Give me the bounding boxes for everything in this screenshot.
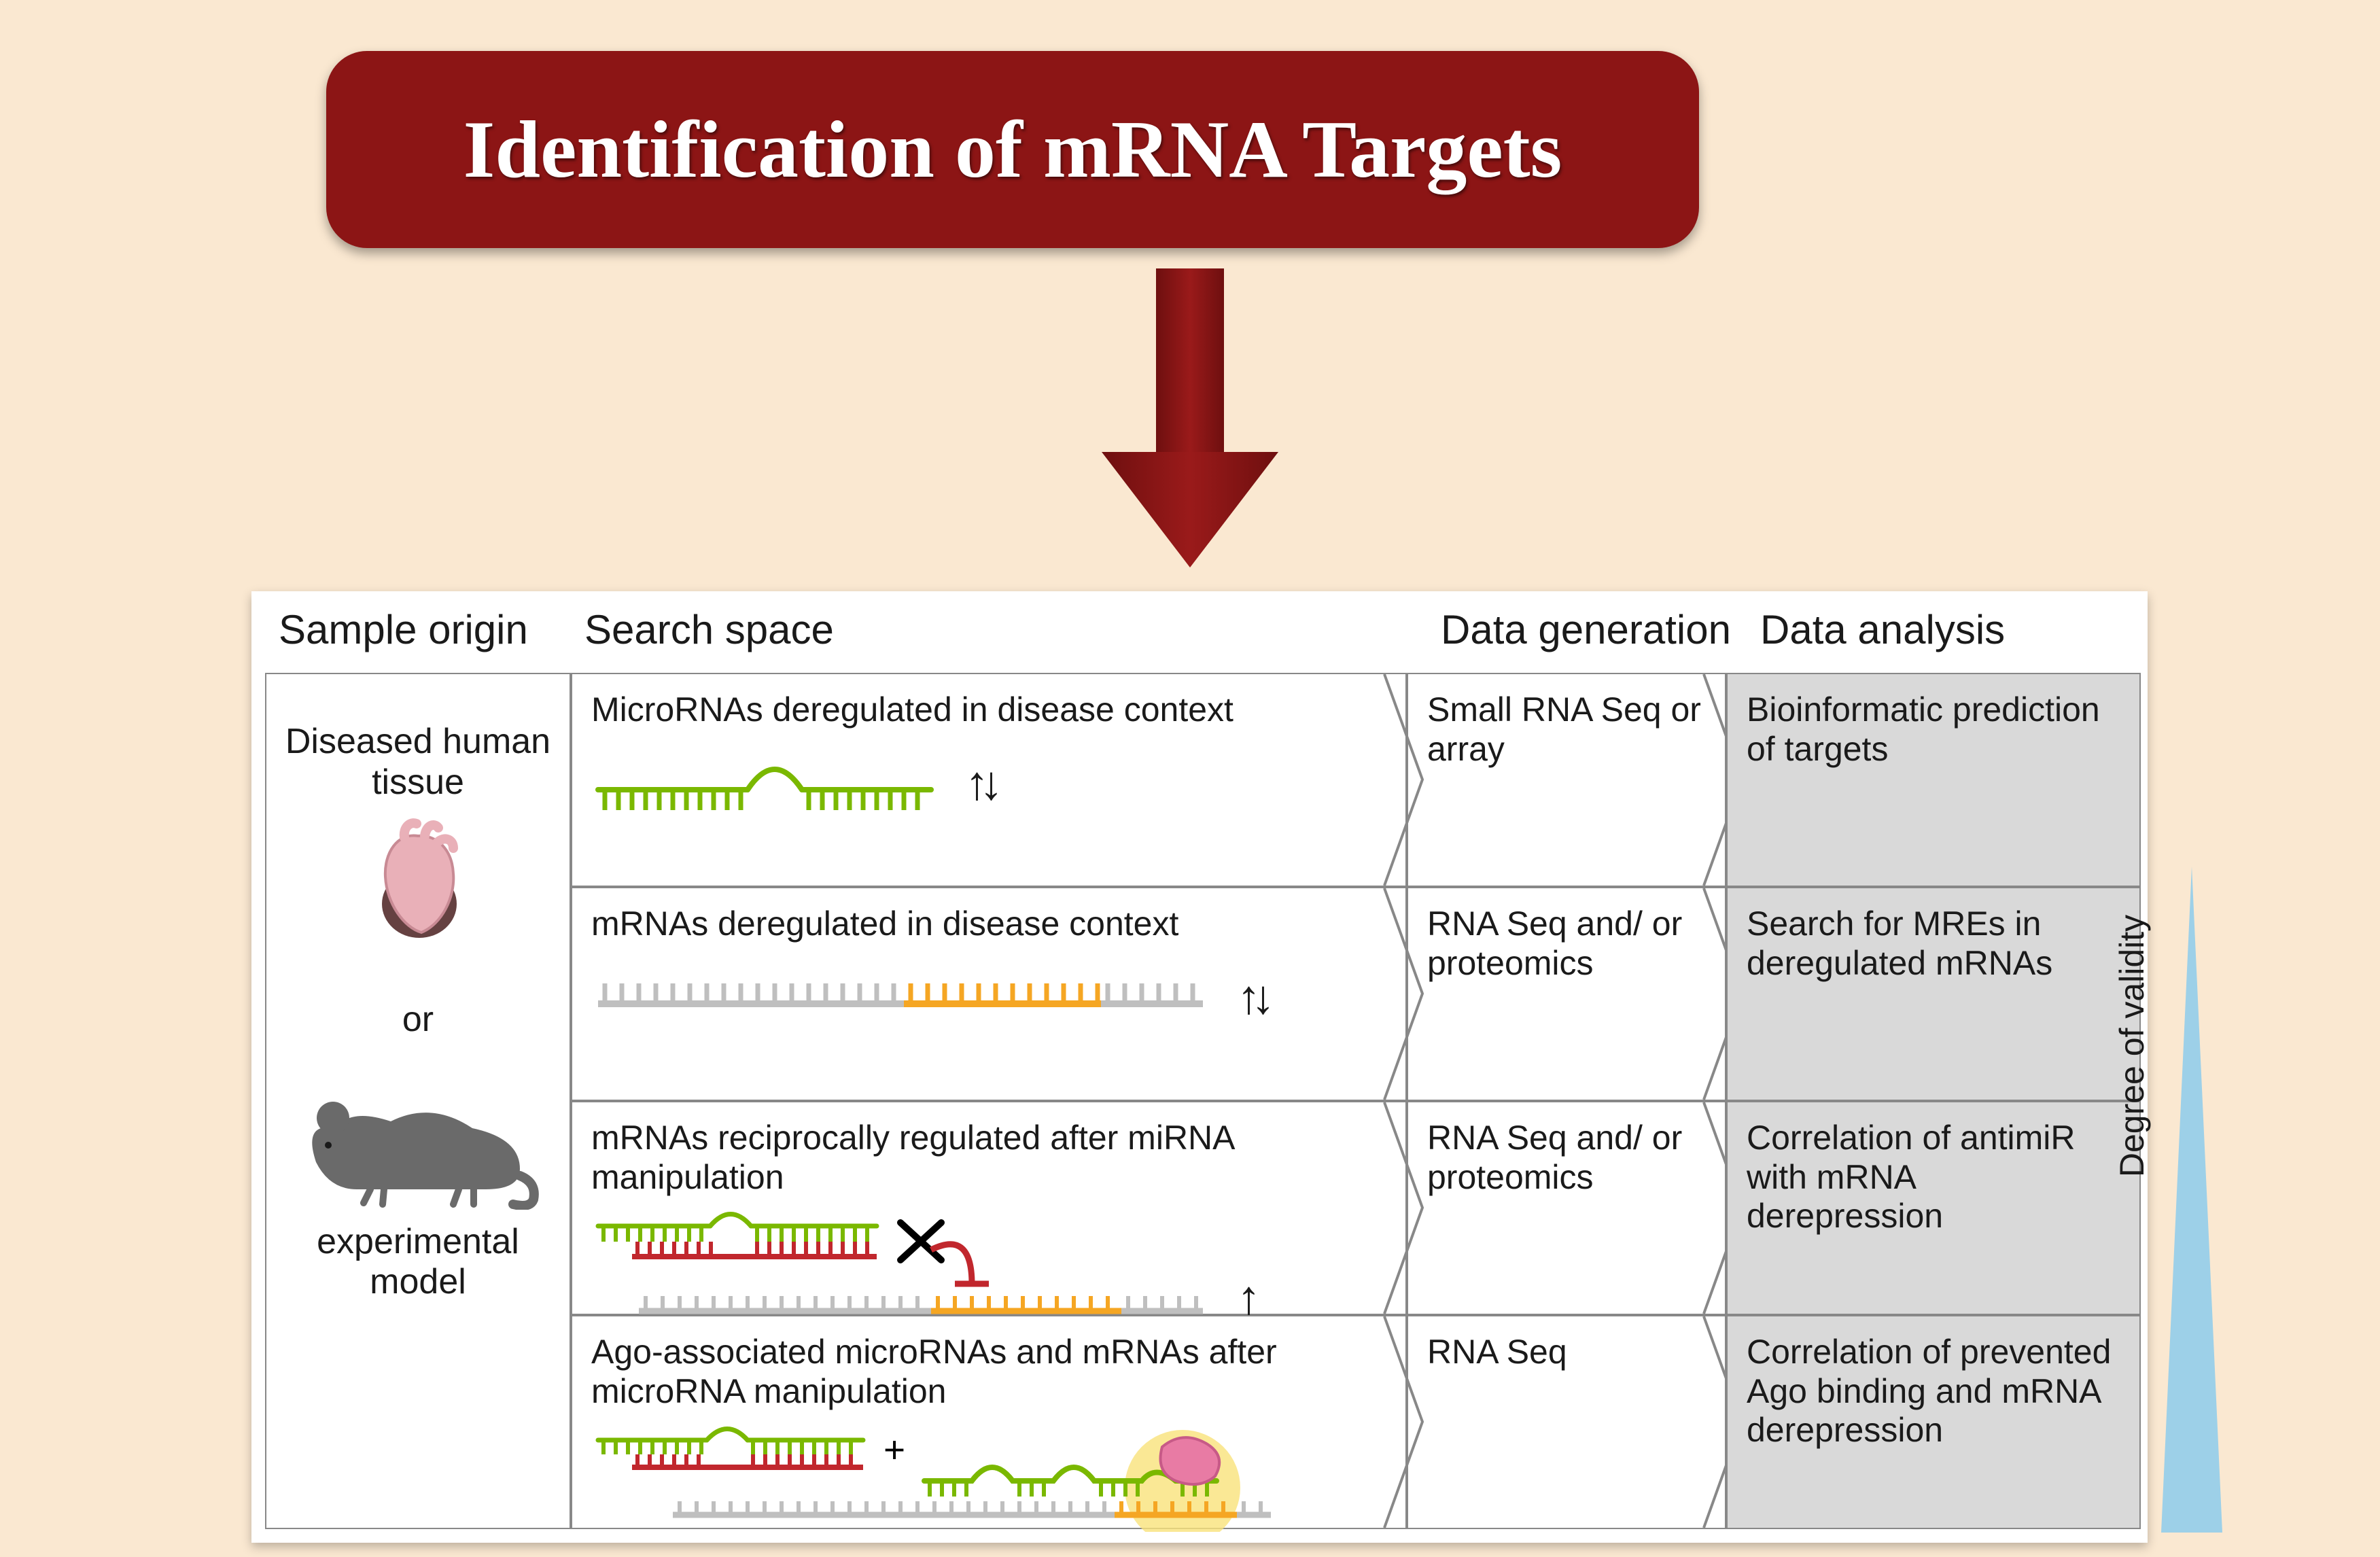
or-label: or	[266, 999, 570, 1040]
model-label: experimental model	[266, 1222, 570, 1304]
validity-label: Degree of validity	[2112, 915, 2152, 1177]
antimir-block-icon: ↑	[591, 1209, 1386, 1325]
search-space-cell: mRNAs deregulated in disease context ↑↓	[571, 887, 1407, 1101]
table-row: mRNAs deregulated in disease context ↑↓	[571, 887, 2141, 1101]
flow-arrow-down	[1088, 268, 1292, 567]
data-generation-text: RNA Seq and/ or proteomics	[1427, 1119, 1706, 1197]
sample-origin-cell: Diseased human tissue or experimental mo…	[265, 673, 571, 1529]
mouse-model-icon	[296, 1081, 540, 1210]
mrna-strand-icon: ↑↓	[591, 956, 1386, 1031]
col-header-data-generation: Data generation	[1441, 606, 1731, 653]
data-generation-cell: RNA Seq and/ or proteomics	[1407, 1101, 1726, 1315]
table-row: mRNAs reciprocally regulated after miRNA…	[571, 1101, 2141, 1315]
ago-complex-icon: +	[591, 1423, 1386, 1532]
data-generation-text: RNA Seq and/ or proteomics	[1427, 905, 1706, 983]
col-header-search-space: Search space	[584, 606, 834, 653]
data-generation-cell: Small RNA Seq or array	[1407, 673, 1726, 887]
mirna-strand-icon: ↑↓	[591, 742, 1386, 817]
validity-triangle-icon	[2161, 867, 2222, 1533]
heart-tissue-icon	[357, 816, 479, 945]
data-analysis-cell: Correlation of prevented Ago binding and…	[1726, 1315, 2141, 1529]
title-text: Identification of mRNA Targets	[463, 103, 1562, 196]
data-analysis-cell: Correlation of antimiR with mRNA derepre…	[1726, 1101, 2141, 1315]
updown-arrows-icon: ↑↓	[965, 756, 994, 811]
data-analysis-text: Search for MREs in deregulated mRNAs	[1747, 905, 2120, 983]
col-header-data-analysis: Data analysis	[1760, 606, 2005, 653]
data-analysis-cell: Bioinformatic prediction of targets	[1726, 673, 2141, 887]
svg-text:+: +	[883, 1429, 905, 1471]
table-row: MicroRNAs deregulated in disease context…	[571, 673, 2141, 887]
search-space-text: mRNAs reciprocally regulated after miRNA…	[591, 1119, 1386, 1197]
methods-table: Sample origin Search space Data generati…	[251, 591, 2148, 1543]
data-analysis-cell: Search for MREs in deregulated mRNAs	[1726, 887, 2141, 1101]
data-generation-text: Small RNA Seq or array	[1427, 690, 1706, 769]
data-analysis-text: Correlation of antimiR with mRNA derepre…	[1747, 1119, 2120, 1236]
search-space-cell: MicroRNAs deregulated in disease context…	[571, 673, 1407, 887]
col-header-sample-origin: Sample origin	[279, 606, 528, 653]
search-space-cell: mRNAs reciprocally regulated after miRNA…	[571, 1101, 1407, 1315]
data-generation-cell: RNA Seq	[1407, 1315, 1726, 1529]
title-banner: Identification of mRNA Targets	[326, 51, 1699, 248]
tissue-label: Diseased human tissue	[266, 722, 570, 803]
data-generation-cell: RNA Seq and/ or proteomics	[1407, 887, 1726, 1101]
data-generation-text: RNA Seq	[1427, 1333, 1706, 1372]
data-analysis-text: Correlation of prevented Ago binding and…	[1747, 1333, 2120, 1450]
search-space-cell: Ago-associated microRNAs and mRNAs after…	[571, 1315, 1407, 1529]
search-space-text: MicroRNAs deregulated in disease context	[591, 690, 1386, 730]
table-row: Ago-associated microRNAs and mRNAs after…	[571, 1315, 2141, 1529]
search-space-text: Ago-associated microRNAs and mRNAs after…	[591, 1333, 1386, 1411]
data-analysis-text: Bioinformatic prediction of targets	[1747, 690, 2120, 769]
updown-arrows-icon: ↑↓	[1237, 970, 1265, 1025]
search-space-text: mRNAs deregulated in disease context	[591, 905, 1386, 944]
